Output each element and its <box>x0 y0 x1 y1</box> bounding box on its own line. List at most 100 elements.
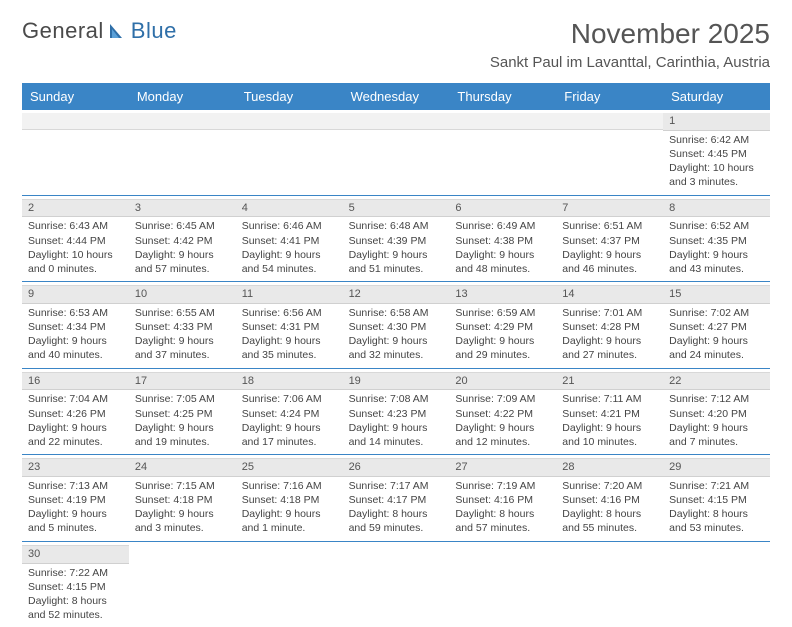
date-number: 6 <box>449 199 556 218</box>
sunrise-text: Sunrise: 6:49 AM <box>455 219 550 233</box>
date-number: 7 <box>556 199 663 218</box>
sunset-text: Sunset: 4:44 PM <box>28 234 123 248</box>
daylight-text: Daylight: 8 hours and 57 minutes. <box>455 507 550 535</box>
sunset-text: Sunset: 4:29 PM <box>455 320 550 334</box>
date-number: 29 <box>663 458 770 477</box>
date-number: 18 <box>236 372 343 391</box>
sunset-text: Sunset: 4:31 PM <box>242 320 337 334</box>
day-cell: 4Sunrise: 6:46 AMSunset: 4:41 PMDaylight… <box>236 196 343 282</box>
daylight-text: Daylight: 9 hours and 14 minutes. <box>349 421 444 449</box>
day-cell: 25Sunrise: 7:16 AMSunset: 4:18 PMDayligh… <box>236 455 343 541</box>
sunrise-text: Sunrise: 7:17 AM <box>349 479 444 493</box>
sunrise-text: Sunrise: 7:13 AM <box>28 479 123 493</box>
week-row: 23Sunrise: 7:13 AMSunset: 4:19 PMDayligh… <box>22 455 770 542</box>
day-cell: 24Sunrise: 7:15 AMSunset: 4:18 PMDayligh… <box>129 455 236 541</box>
sunset-text: Sunset: 4:21 PM <box>562 407 657 421</box>
daylight-text: Daylight: 8 hours and 55 minutes. <box>562 507 657 535</box>
week-row: 1Sunrise: 6:42 AMSunset: 4:45 PMDaylight… <box>22 110 770 196</box>
sunrise-text: Sunrise: 7:05 AM <box>135 392 230 406</box>
date-number: 5 <box>343 199 450 218</box>
daylight-text: Daylight: 9 hours and 51 minutes. <box>349 248 444 276</box>
date-number: 28 <box>556 458 663 477</box>
sunset-text: Sunset: 4:28 PM <box>562 320 657 334</box>
day-cell: 9Sunrise: 6:53 AMSunset: 4:34 PMDaylight… <box>22 282 129 368</box>
day-header-row: Sunday Monday Tuesday Wednesday Thursday… <box>22 83 770 110</box>
day-cell: 20Sunrise: 7:09 AMSunset: 4:22 PMDayligh… <box>449 369 556 455</box>
sunrise-text: Sunrise: 7:04 AM <box>28 392 123 406</box>
date-number: 16 <box>22 372 129 391</box>
sunrise-text: Sunrise: 7:02 AM <box>669 306 764 320</box>
sunset-text: Sunset: 4:39 PM <box>349 234 444 248</box>
sunset-text: Sunset: 4:38 PM <box>455 234 550 248</box>
day-cell: 26 Sunrise: 7:17 AMSunset: 4:17 PMDayligh… <box>343 455 450 541</box>
sunset-text: Sunset: 4:22 PM <box>455 407 550 421</box>
month-title: November 2025 <box>490 18 770 50</box>
daylight-text: Daylight: 9 hours and 17 minutes. <box>242 421 337 449</box>
date-number: 4 <box>236 199 343 218</box>
date-number: 11 <box>236 285 343 304</box>
day-cell: 2Sunrise: 6:43 AMSunset: 4:44 PMDaylight… <box>22 196 129 282</box>
empty-cell <box>236 110 343 195</box>
empty-cell <box>236 542 343 627</box>
daylight-text: Daylight: 9 hours and 57 minutes. <box>135 248 230 276</box>
daylight-text: Daylight: 9 hours and 1 minute. <box>242 507 337 535</box>
sunrise-text: Sunrise: 6:52 AM <box>669 219 764 233</box>
date-number: 20 <box>449 372 556 391</box>
sunset-text: Sunset: 4:20 PM <box>669 407 764 421</box>
sunrise-text: Sunrise: 6:48 AM <box>349 219 444 233</box>
day-cell: 18Sunrise: 7:06 AMSunset: 4:24 PMDayligh… <box>236 369 343 455</box>
empty-cell <box>556 110 663 195</box>
blank-band <box>556 113 663 130</box>
sunset-text: Sunset: 4:34 PM <box>28 320 123 334</box>
header: General Blue November 2025 Sankt Paul im… <box>22 18 770 71</box>
sunset-text: Sunset: 4:27 PM <box>669 320 764 334</box>
day-cell: 27Sunrise: 7:19 AMSunset: 4:16 PMDayligh… <box>449 455 556 541</box>
date-number: 12 <box>343 285 450 304</box>
brand-logo: General Blue <box>22 18 177 44</box>
empty-cell <box>663 542 770 627</box>
sunset-text: Sunset: 4:37 PM <box>562 234 657 248</box>
day-cell: 6Sunrise: 6:49 AMSunset: 4:38 PMDaylight… <box>449 196 556 282</box>
sunrise-text: Sunrise: 6:55 AM <box>135 306 230 320</box>
date-number: 1 <box>663 113 770 131</box>
sunset-text: Sunset: 4:41 PM <box>242 234 337 248</box>
sunrise-text: Sunrise: 6:46 AM <box>242 219 337 233</box>
daylight-text: Daylight: 8 hours and 59 minutes. <box>349 507 444 535</box>
day-cell: 16Sunrise: 7:04 AMSunset: 4:26 PMDayligh… <box>22 369 129 455</box>
sunrise-text: Sunrise: 6:45 AM <box>135 219 230 233</box>
empty-cell <box>556 542 663 627</box>
sunset-text: Sunset: 4:26 PM <box>28 407 123 421</box>
blank-band <box>236 113 343 130</box>
day-cell: 28Sunrise: 7:20 AMSunset: 4:16 PMDayligh… <box>556 455 663 541</box>
sail-icon <box>108 22 128 40</box>
date-number: 14 <box>556 285 663 304</box>
date-number: 27 <box>449 458 556 477</box>
sunrise-text: Sunrise: 7:01 AM <box>562 306 657 320</box>
daylight-text: Daylight: 9 hours and 27 minutes. <box>562 334 657 362</box>
sunset-text: Sunset: 4:17 PM <box>349 493 444 507</box>
date-number: 19 <box>343 372 450 391</box>
date-number: 24 <box>129 458 236 477</box>
blank-band <box>22 113 129 130</box>
sunrise-text: Sunrise: 7:15 AM <box>135 479 230 493</box>
day-cell: 14 Sunrise: 7:01 AMSunset: 4:28 PMDayligh… <box>556 282 663 368</box>
day-cell: 13Sunrise: 6:59 AMSunset: 4:29 PMDayligh… <box>449 282 556 368</box>
date-number: 2 <box>22 199 129 218</box>
date-number: 26 <box>343 458 450 477</box>
sunrise-text: Sunrise: 7:20 AM <box>562 479 657 493</box>
brand-name-1: General <box>22 18 104 44</box>
sunrise-text: Sunrise: 7:09 AM <box>455 392 550 406</box>
day-header-sun: Sunday <box>22 83 129 110</box>
day-cell: 12Sunrise: 6:58 AMSunset: 4:30 PMDayligh… <box>343 282 450 368</box>
daylight-text: Daylight: 10 hours and 0 minutes. <box>28 248 123 276</box>
daylight-text: Daylight: 9 hours and 35 minutes. <box>242 334 337 362</box>
date-number: 21 <box>556 372 663 391</box>
weeks-container: 1Sunrise: 6:42 AMSunset: 4:45 PMDaylight… <box>22 110 770 627</box>
day-cell: 21Sunrise: 7:11 AMSunset: 4:21 PMDayligh… <box>556 369 663 455</box>
sunrise-text: Sunrise: 6:42 AM <box>669 133 764 147</box>
sunset-text: Sunset: 4:19 PM <box>28 493 123 507</box>
sunset-text: Sunset: 4:35 PM <box>669 234 764 248</box>
week-row: 16Sunrise: 7:04 AMSunset: 4:26 PM Dayligh… <box>22 369 770 456</box>
sunset-text: Sunset: 4:18 PM <box>242 493 337 507</box>
sunrise-text: Sunrise: 7:11 AM <box>562 392 657 406</box>
